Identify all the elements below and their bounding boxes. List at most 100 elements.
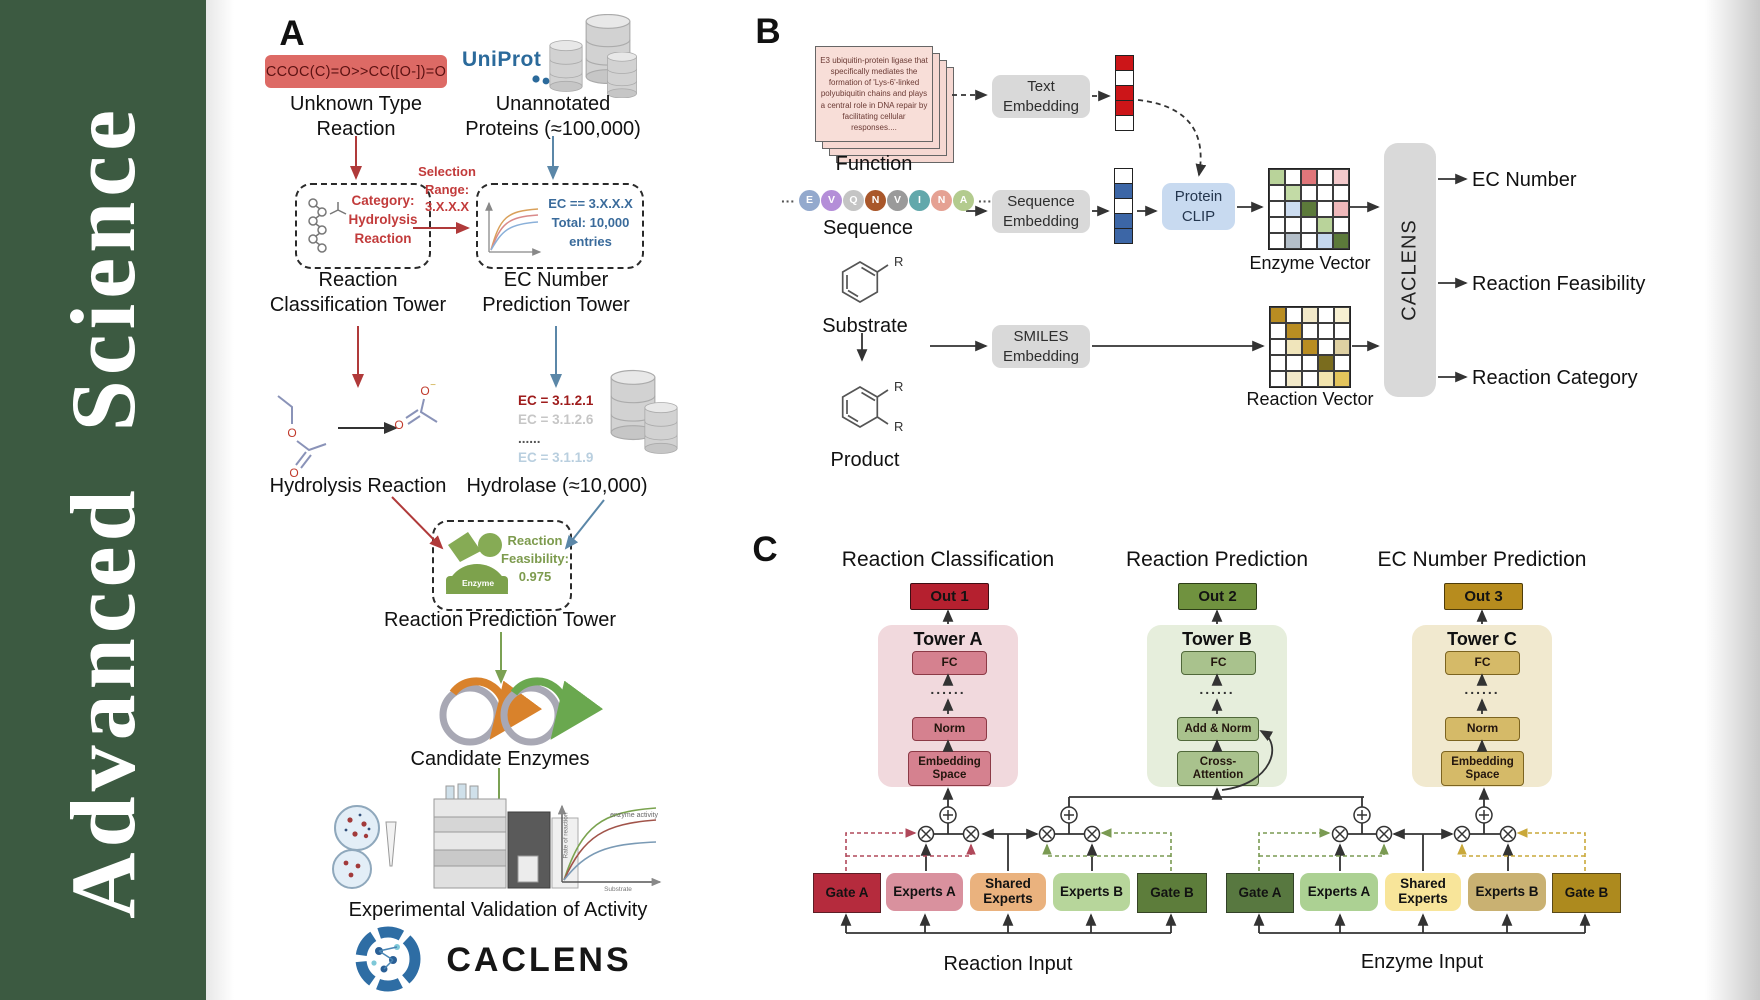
selection-range-label: Selection Range: 3.X.X.X	[418, 164, 476, 215]
output-ec-number: EC Number	[1472, 169, 1577, 191]
tower-c-dots: ......	[1464, 681, 1500, 697]
grid-cell	[1286, 307, 1302, 323]
vector-cell	[1114, 168, 1133, 184]
moe-left-gate-b: Gate B	[1137, 873, 1207, 913]
unknown-reaction-label: Unknown Type Reaction	[290, 93, 422, 140]
panel-a-label: A	[279, 14, 305, 53]
category-text: Category: Hydrolysis Reaction	[348, 193, 418, 246]
uniprot-databases-icon	[549, 14, 638, 98]
grid-cell	[1301, 185, 1317, 201]
grid-cell	[1270, 339, 1286, 355]
grid-cell	[1318, 355, 1334, 371]
acetate-oxygen: O	[420, 384, 429, 398]
grid-cell	[1302, 339, 1318, 355]
moe-right-gate-b: Gate B	[1552, 873, 1621, 913]
ester-oxygen: O	[287, 426, 296, 440]
substrate-label: Substrate	[822, 315, 908, 337]
reaction-smiles: CCOC(C)=O>>CC([O-])=O	[265, 63, 447, 80]
grid-cell	[1317, 233, 1333, 249]
vector-cell	[1115, 84, 1134, 101]
moe-left-gate-a: Gate A	[813, 873, 881, 913]
smiles-embedding-box: SMILES Embedding	[992, 325, 1090, 368]
ec-list-item: EC = 3.1.2.6	[518, 411, 594, 427]
reaction-vector-grid	[1269, 306, 1351, 388]
grid-cell	[1270, 323, 1286, 339]
grid-cell	[1302, 307, 1318, 323]
grid-cell	[1302, 323, 1318, 339]
enzyme-icon-label: Enzyme	[461, 578, 495, 588]
classification-tower-label: Reaction Classification Tower	[269, 269, 447, 316]
text-embedding-box: Text Embedding	[992, 75, 1090, 118]
grid-cell	[1333, 185, 1349, 201]
enzyme-input-label: Enzyme Input	[1360, 951, 1484, 973]
grid-cell	[1301, 217, 1317, 233]
output-reaction-category: Reaction Category	[1472, 367, 1638, 389]
grid-cell	[1333, 233, 1349, 249]
unannotated-proteins-label: Unannotated Proteins (≈100,000)	[465, 93, 641, 140]
section-reaction-classification: Reaction Classification	[841, 548, 1055, 571]
panel-b-label: B	[755, 12, 781, 51]
grid-cell	[1285, 185, 1301, 201]
substrate-molecule-icon	[841, 261, 889, 303]
enzyme-vector-label: Enzyme Vector	[1249, 253, 1371, 273]
output-reaction-feasibility: Reaction Feasibility	[1472, 273, 1646, 295]
reaction-smiles-box: CCOC(C)=O>>CC([O-])=O	[265, 55, 447, 88]
moe-right-gate-a: Gate A	[1226, 873, 1294, 913]
petri-dish-icons	[332, 805, 397, 889]
vector-cell	[1114, 197, 1133, 214]
function-card: E3 ubiquitin-protein ligase that specifi…	[815, 46, 933, 142]
hydrolase-label: Hydrolase (≈10,000)	[466, 475, 648, 497]
grid-cell	[1285, 201, 1301, 217]
residue-A: A	[953, 190, 974, 211]
residue-V: V	[821, 190, 842, 211]
residue-E: E	[799, 190, 820, 211]
product-label: Product	[830, 449, 900, 471]
vector-cell	[1115, 114, 1134, 131]
residue-Q: Q	[843, 190, 864, 211]
grid-cell	[1269, 217, 1285, 233]
acetate-charge: −	[430, 380, 436, 391]
journal-band: Advanced Science	[0, 0, 206, 1000]
reaction-vector-label: Reaction Vector	[1246, 389, 1374, 409]
grid-cell	[1285, 217, 1301, 233]
grid-cell	[1334, 323, 1350, 339]
grid-cell	[1286, 371, 1302, 387]
substrate-r-group: R	[894, 254, 903, 269]
tower-a-norm: Norm	[912, 717, 987, 741]
tower-c-fc: FC	[1445, 651, 1520, 675]
tower-a-fc: FC	[912, 651, 987, 675]
vector-cell	[1114, 182, 1133, 199]
grid-cell	[1286, 323, 1302, 339]
grid-cell	[1333, 201, 1349, 217]
ester-molecule-icon	[277, 395, 327, 469]
residue-I: I	[909, 190, 930, 211]
moe-right-experts-a: Experts A	[1300, 873, 1378, 911]
feasibility-text: Reaction Feasibility: 0.975	[501, 533, 569, 585]
ec-prediction-dashed-box	[476, 183, 644, 269]
grid-cell	[1317, 185, 1333, 201]
grid-cell	[1286, 355, 1302, 371]
grid-cell	[1318, 339, 1334, 355]
gate-routes	[845, 828, 1586, 871]
sequence-embedding-vector	[1114, 168, 1133, 244]
moe-right-experts-b: Experts B	[1468, 873, 1546, 911]
tower-b-dots: ......	[1199, 681, 1235, 697]
tower-c-title: Tower C	[1447, 629, 1517, 649]
vector-cell	[1114, 227, 1133, 244]
protein-clip-box: Protein CLIP	[1162, 183, 1235, 230]
ec-candidate-list: EC = 3.1.2.1 EC = 3.1.2.6...... EC = 3.1.1…	[518, 392, 628, 468]
grid-cell	[1333, 169, 1349, 185]
grid-cell	[1270, 355, 1286, 371]
grid-cell	[1334, 307, 1350, 323]
acetate-carbonyl-oxygen: O	[394, 418, 403, 432]
grid-cell	[1317, 201, 1333, 217]
grid-cell	[1270, 371, 1286, 387]
grid-cell	[1285, 233, 1301, 249]
plasmid-icons	[439, 677, 604, 746]
ec-list-item: ......	[518, 430, 541, 446]
ec-range-text: EC == 3.X.X.X Total: 10,000 entries	[548, 196, 633, 249]
tower-a-dots: ......	[930, 681, 966, 697]
grid-cell	[1334, 339, 1350, 355]
